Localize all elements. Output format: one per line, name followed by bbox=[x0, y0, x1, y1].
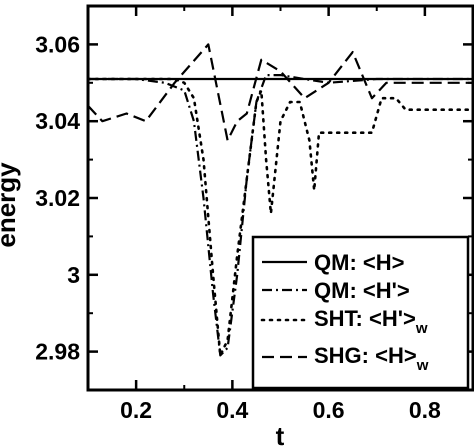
y-tick-label-1: 3 bbox=[67, 262, 80, 288]
legend: QM: <H> QM: <H'> SHT: <H'>w SHG: <H>w bbox=[251, 235, 470, 390]
x-tick-label-2: 0.6 bbox=[313, 397, 345, 423]
series-line-3-sht-h-prime-w bbox=[88, 77, 473, 357]
y-tick-label-3: 3.04 bbox=[35, 108, 80, 134]
legend-label-shg-sub: w bbox=[416, 357, 429, 374]
y-tick-label-0: 2.98 bbox=[35, 339, 80, 365]
legend-label-sht: SHT: <H'>w bbox=[314, 306, 428, 337]
y-axis-label: energy bbox=[0, 162, 21, 248]
x-tick-label-3: 0.8 bbox=[409, 397, 441, 423]
x-axis-label: t bbox=[276, 421, 285, 448]
legend-label-shg-main: SHG: <H> bbox=[314, 343, 417, 368]
x-tick-label-0: 0.2 bbox=[120, 397, 152, 423]
series-line-4-shg-h-w bbox=[88, 43, 473, 142]
ticks-layer: 0.2 0.4 0.6 0.8 2.98 3 3.02 3.04 3.06 bbox=[35, 6, 473, 423]
legend-label-qm-h: QM: <H> bbox=[314, 250, 404, 275]
legend-label-shg: SHG: <H>w bbox=[314, 343, 429, 374]
legend-label-sht-sub: w bbox=[415, 320, 428, 337]
y-tick-label-4: 3.06 bbox=[35, 31, 80, 57]
y-tick-label-2: 3.02 bbox=[35, 185, 80, 211]
series-layer bbox=[88, 43, 473, 357]
legend-label-qm-h-prime: QM: <H'> bbox=[314, 278, 410, 303]
legend-label-sht-main: SHT: <H'> bbox=[314, 306, 416, 331]
x-tick-label-1: 0.4 bbox=[216, 397, 248, 423]
